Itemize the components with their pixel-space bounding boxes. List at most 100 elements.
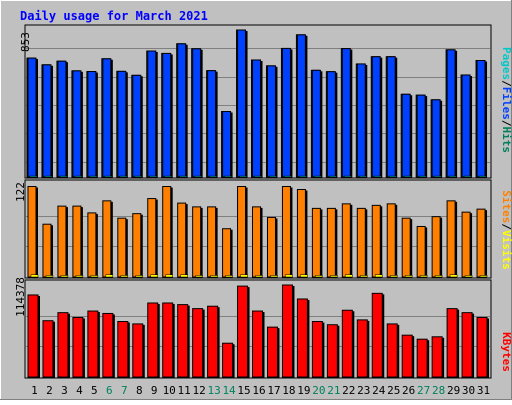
x-tick-label: 20 — [312, 384, 325, 397]
pages-bar — [194, 175, 202, 178]
kbytes-bar — [341, 309, 353, 378]
files-bar — [252, 59, 262, 178]
sites-bar — [192, 206, 202, 278]
x-tick-label: 23 — [357, 384, 370, 397]
pages-bar — [388, 175, 397, 178]
files-bar — [401, 93, 411, 178]
visits-bar — [300, 274, 308, 278]
files-bar — [371, 56, 381, 178]
pages-bar — [478, 175, 487, 178]
visits-bar — [315, 275, 323, 278]
legend-files: Files — [500, 87, 512, 120]
files-bar — [177, 43, 187, 178]
visits-bar — [105, 274, 114, 278]
pages-bar — [164, 175, 172, 178]
visits-bar — [270, 275, 278, 278]
files-bar — [356, 63, 366, 178]
sites-bar — [252, 206, 262, 278]
kbytes-bar — [147, 302, 159, 378]
pages-bar — [433, 175, 442, 178]
x-tick-label: 4 — [76, 384, 83, 397]
visits-bar — [240, 274, 248, 278]
sites-bar — [401, 217, 411, 278]
visits-bar — [165, 274, 173, 278]
visits-bar — [135, 275, 144, 278]
sites-bar — [57, 205, 67, 278]
sites-bar — [147, 198, 157, 278]
x-tick-label: 1 — [31, 384, 38, 397]
files-bar — [446, 49, 456, 178]
files-bar — [281, 47, 291, 178]
x-tick-label: 12 — [193, 384, 206, 397]
sites-bar — [162, 186, 172, 278]
x-tick-label: 26 — [402, 384, 415, 397]
kbytes-bar — [207, 305, 219, 378]
pages-bar — [448, 175, 457, 178]
visits-bar — [345, 274, 353, 278]
x-tick-label: 27 — [417, 384, 430, 397]
files-bar — [117, 70, 127, 178]
kbytes-bar — [177, 304, 189, 378]
kbytes-bar — [386, 323, 398, 378]
files-bar — [476, 60, 486, 178]
top-panel-max-label: 853 — [19, 32, 32, 52]
x-tick-label: 25 — [387, 384, 400, 397]
x-tick-label: 19 — [297, 384, 310, 397]
x-tick-label: 24 — [372, 384, 386, 397]
sites-bar — [42, 223, 52, 278]
files-bar — [341, 48, 351, 178]
x-tick-label: 6 — [106, 384, 113, 397]
pages-bar — [209, 175, 217, 178]
files-bar — [162, 52, 172, 178]
kbytes-bar — [416, 338, 428, 378]
kbytes-bar — [102, 312, 114, 378]
pages-bar — [74, 175, 83, 178]
visits-bar — [375, 274, 383, 278]
kbytes-bar — [27, 294, 39, 378]
visits-bar — [150, 274, 158, 278]
sites-bar — [386, 203, 396, 278]
files-bar — [57, 60, 67, 178]
x-tick-label: 16 — [252, 384, 265, 397]
sites-bar — [237, 186, 247, 278]
x-tick-label: 10 — [163, 384, 176, 397]
visits-bar — [30, 274, 39, 278]
pages-bar — [224, 175, 232, 178]
svg-text:Pages/Files/Hits: Pages/Files/Hits — [500, 47, 512, 153]
pages-bar — [134, 175, 143, 178]
visits-bar — [419, 275, 428, 278]
x-tick-label: 18 — [282, 384, 295, 397]
visits-bar — [434, 275, 443, 278]
legend-sites: Sites — [500, 190, 512, 223]
files-bar — [266, 65, 276, 178]
kbytes-bar — [281, 284, 293, 378]
kbytes-bar — [356, 319, 368, 378]
files-bar — [416, 94, 426, 178]
x-tick-label: 28 — [432, 384, 445, 397]
sites-bar — [371, 204, 381, 278]
visits-bar — [210, 275, 218, 278]
svg-text:Sites/Visits: Sites/Visits — [500, 190, 512, 270]
sites-bar — [341, 203, 351, 278]
x-tick-label: 3 — [61, 384, 68, 397]
x-tick-label: 29 — [447, 384, 460, 397]
kbytes-bar — [72, 316, 84, 378]
sites-bar — [296, 189, 306, 278]
x-tick-label: 7 — [121, 384, 128, 397]
kbytes-bar — [446, 308, 458, 378]
files-bar — [27, 57, 37, 178]
pages-bar — [59, 175, 68, 178]
visits-bar — [464, 275, 473, 278]
visits-bar — [60, 275, 69, 278]
x-tick-label: 5 — [91, 384, 98, 397]
files-bar — [132, 74, 142, 178]
files-bar — [431, 99, 441, 178]
visits-bar — [225, 275, 233, 278]
visits-bar — [90, 275, 99, 278]
pages-bar — [44, 175, 53, 178]
kbytes-bar — [311, 320, 323, 378]
sites-bar — [87, 212, 97, 278]
pages-bar — [418, 175, 427, 178]
pages-bar — [359, 175, 367, 178]
